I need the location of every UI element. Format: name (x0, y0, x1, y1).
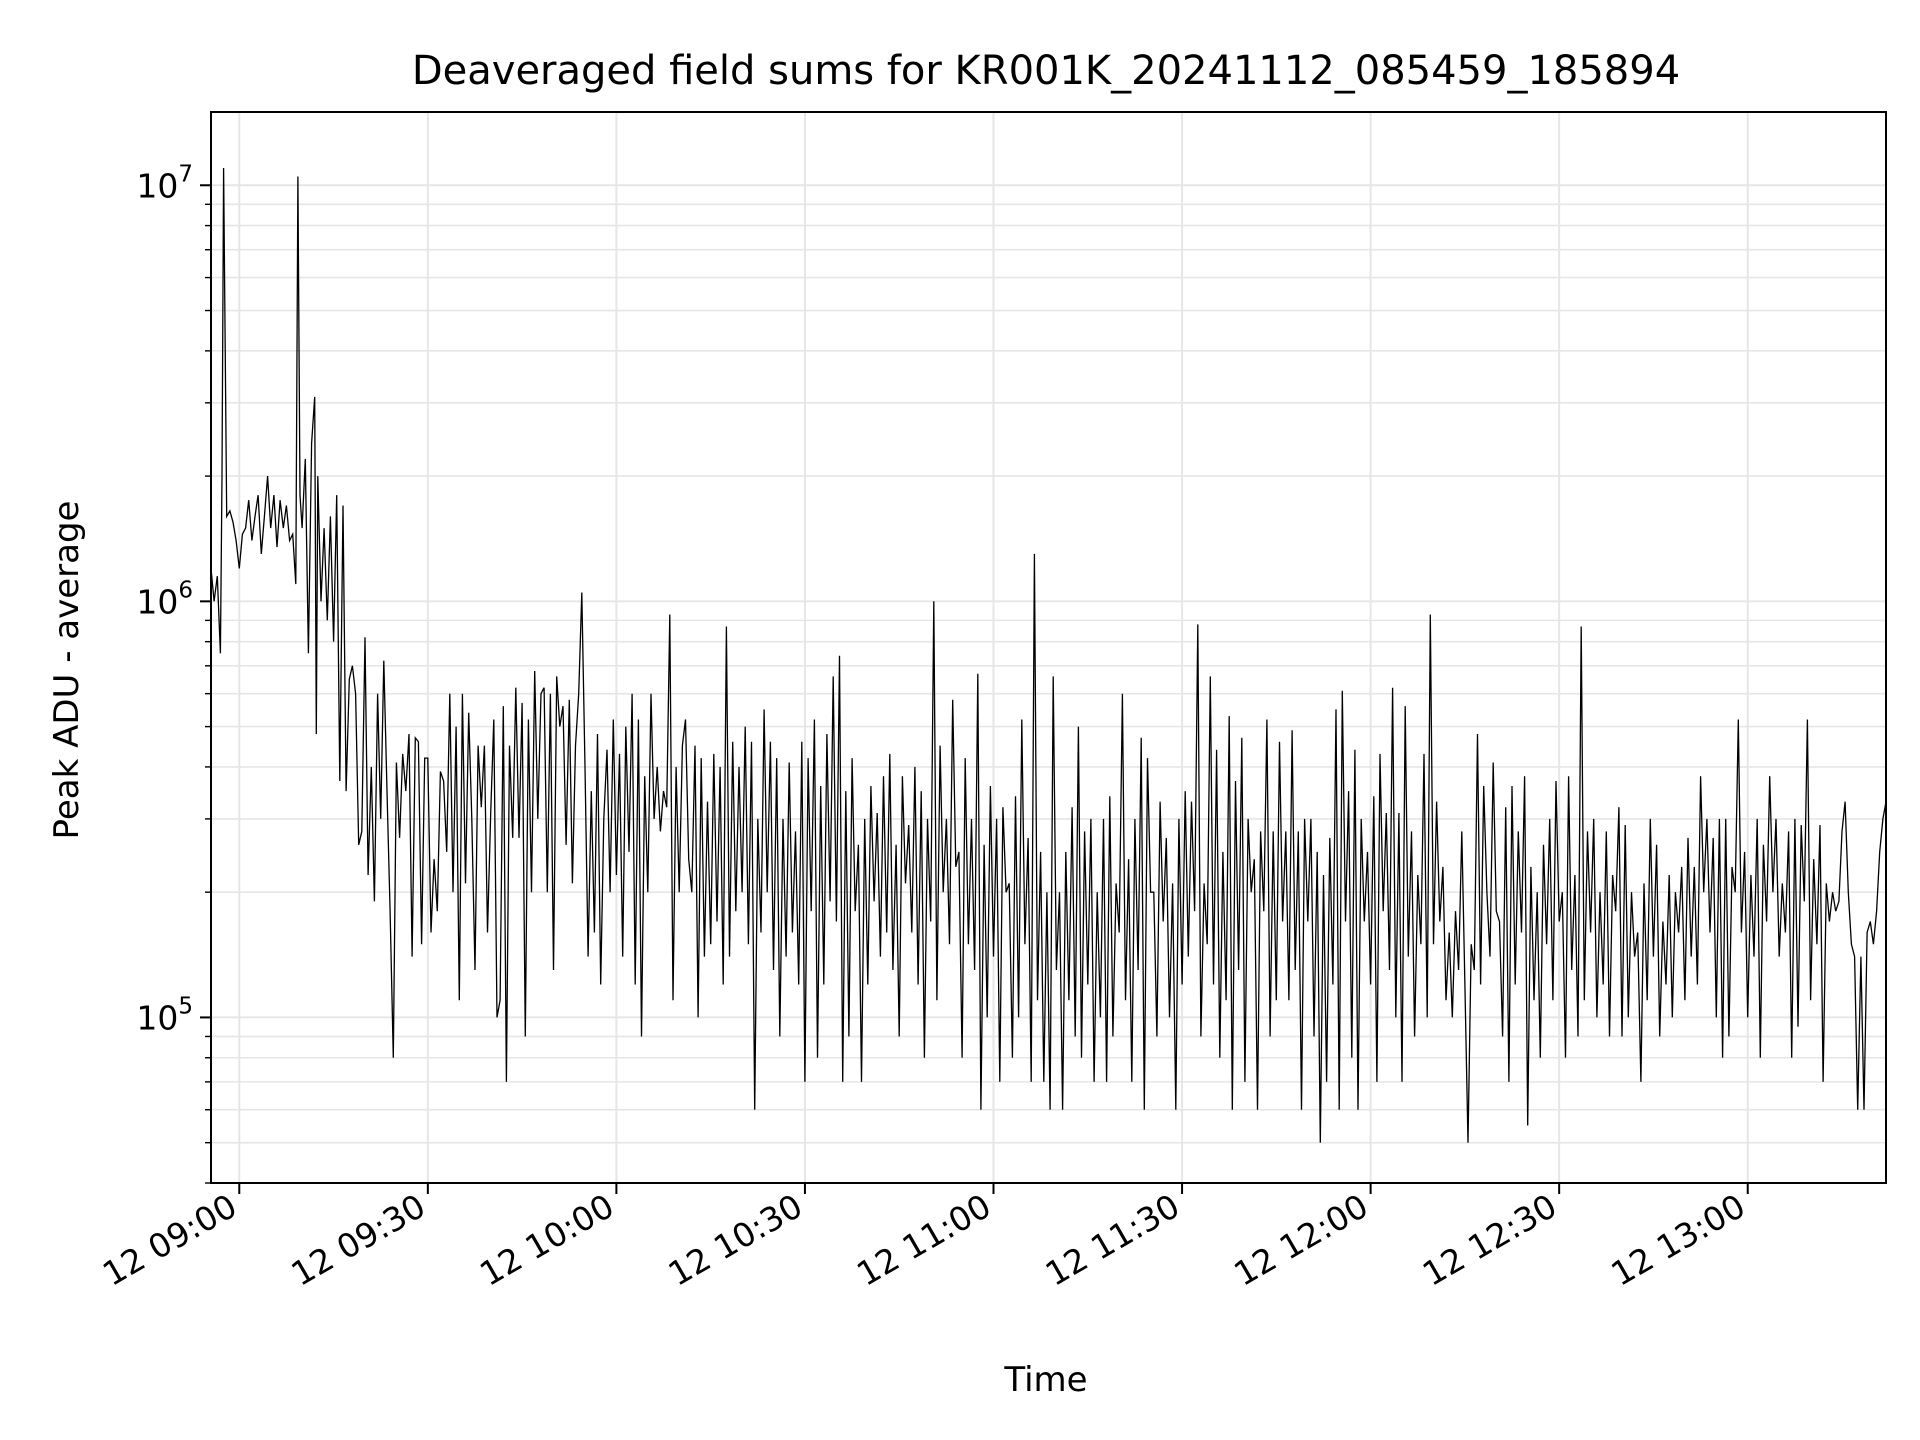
y-tick-label: 106 (136, 577, 193, 621)
y-tick-base: 10 (136, 582, 178, 621)
series-line (211, 167, 1886, 1143)
y-tick-label: 107 (136, 161, 193, 205)
y-tick-exponent: 6 (178, 577, 193, 603)
series-layer (211, 167, 1886, 1143)
plot-frame (210, 111, 1887, 1184)
y-tick-label: 105 (136, 993, 193, 1037)
y-tick-base: 10 (136, 998, 178, 1037)
x-axis-label: Time (1003, 1360, 1087, 1400)
y-tick-exponent: 7 (178, 161, 193, 187)
y-axis-label: Peak ADU - average (47, 501, 87, 840)
y-tick-exponent: 5 (178, 993, 193, 1019)
chart-title: Deaveraged field sums for KR001K_2024111… (412, 48, 1680, 94)
y-tick-base: 10 (136, 166, 178, 205)
